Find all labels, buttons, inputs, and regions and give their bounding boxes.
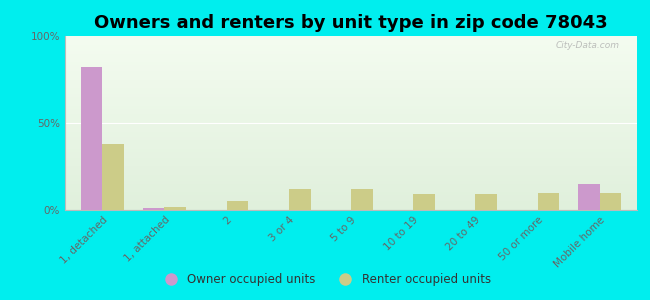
- Bar: [578, 184, 600, 210]
- Legend: Owner occupied units, Renter occupied units: Owner occupied units, Renter occupied un…: [154, 269, 496, 291]
- Bar: [81, 67, 102, 210]
- Bar: [289, 189, 311, 210]
- Bar: [102, 144, 124, 210]
- Text: City-Data.com: City-Data.com: [556, 41, 620, 50]
- Bar: [351, 189, 372, 210]
- Bar: [413, 194, 435, 210]
- Bar: [600, 193, 621, 210]
- Bar: [475, 194, 497, 210]
- Bar: [538, 193, 559, 210]
- Title: Owners and renters by unit type in zip code 78043: Owners and renters by unit type in zip c…: [94, 14, 608, 32]
- Bar: [227, 201, 248, 210]
- Bar: [164, 206, 187, 210]
- Bar: [143, 208, 164, 210]
